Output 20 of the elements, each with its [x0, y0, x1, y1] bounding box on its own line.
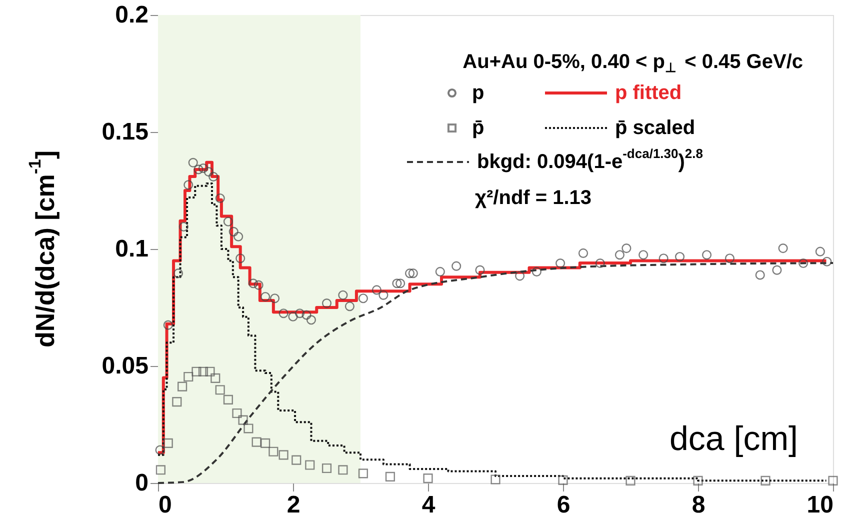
- legend-label: p̄ scaled: [615, 117, 696, 139]
- x-axis-title: dca [cm]: [670, 420, 798, 458]
- x-tick-label: 4: [422, 492, 436, 516]
- legend-title: Au+Au 0-5%, 0.40 < p⊥ < 0.45 GeV/c: [462, 51, 803, 75]
- y-axis-title: dN/d(dca) [cm-1]: [26, 150, 60, 348]
- x-tick-label: 10: [806, 492, 834, 516]
- x-tick-label: 8: [692, 492, 706, 516]
- line-series: [157, 262, 834, 484]
- y-tick-label: 0: [135, 470, 148, 496]
- x-tick-label: 0: [158, 492, 172, 516]
- annotation: χ²/ndf = 1.13: [475, 187, 592, 209]
- legend-label: p̄: [472, 117, 484, 139]
- x-tick-label: 6: [556, 492, 570, 516]
- x-tick-label: 2: [286, 492, 300, 516]
- y-tick-label: 0.2: [115, 2, 148, 28]
- legend-label: p: [472, 82, 484, 104]
- y-tick-label: 0.15: [102, 118, 148, 146]
- y-tick-label: 0.1: [115, 236, 148, 262]
- legend-label: p fitted: [615, 82, 682, 104]
- y-tick-label: 0.05: [102, 352, 148, 380]
